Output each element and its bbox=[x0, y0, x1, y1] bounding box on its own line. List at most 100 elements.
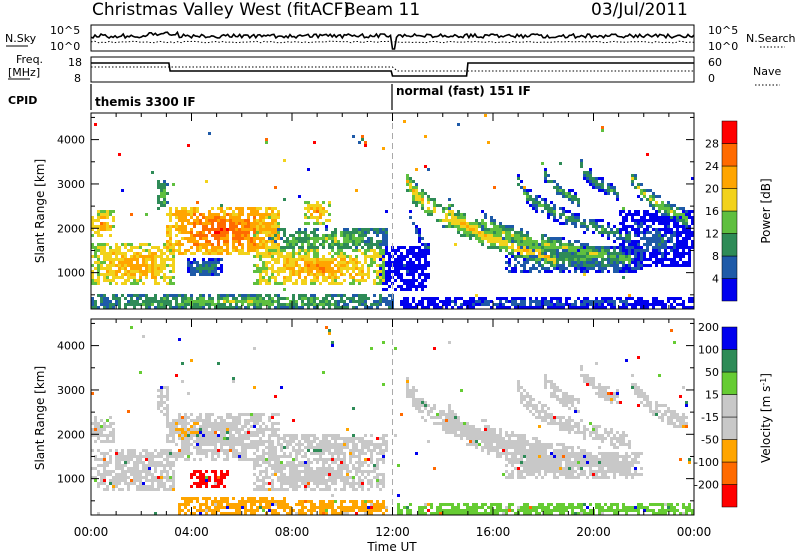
range-cell bbox=[199, 443, 202, 446]
range-cell bbox=[322, 207, 325, 210]
range-cell bbox=[247, 243, 250, 246]
range-cell bbox=[643, 228, 646, 231]
range-cell bbox=[238, 413, 241, 416]
range-cell bbox=[118, 476, 121, 479]
range-cell bbox=[307, 258, 310, 261]
range-cell bbox=[226, 240, 229, 243]
range-cell bbox=[286, 267, 289, 270]
noise-right-tick-bottom: 10^0 bbox=[708, 40, 738, 53]
range-cell bbox=[412, 249, 415, 252]
range-cell bbox=[103, 258, 106, 261]
range-cell bbox=[232, 506, 235, 509]
range-cell bbox=[523, 249, 526, 252]
range-cell bbox=[181, 294, 184, 297]
range-cell bbox=[184, 452, 187, 455]
range-cell bbox=[412, 297, 415, 300]
range-cell bbox=[274, 306, 277, 309]
range-cell bbox=[232, 249, 235, 252]
range-cell bbox=[181, 231, 184, 234]
range-cell bbox=[202, 261, 205, 264]
range-cell bbox=[187, 300, 190, 303]
range-cell bbox=[97, 213, 100, 216]
range-cell bbox=[295, 479, 298, 482]
range-cell bbox=[277, 267, 280, 270]
range-cell bbox=[640, 189, 643, 192]
range-cell bbox=[274, 279, 277, 282]
range-cell bbox=[445, 225, 448, 228]
range-cell bbox=[97, 282, 100, 285]
range-cell bbox=[316, 482, 319, 485]
range-cell bbox=[196, 497, 199, 500]
range-cell bbox=[610, 255, 613, 258]
range-cell bbox=[658, 300, 661, 303]
range-cell bbox=[214, 500, 217, 503]
range-cell bbox=[262, 476, 265, 479]
range-cell bbox=[262, 470, 265, 473]
range-cell bbox=[319, 282, 322, 285]
range-cell bbox=[226, 231, 229, 234]
range-cell bbox=[277, 261, 280, 264]
range-cell bbox=[205, 482, 208, 485]
range-cell bbox=[553, 249, 556, 252]
range-cell bbox=[628, 297, 631, 300]
range-cell bbox=[232, 428, 235, 431]
range-cell bbox=[232, 512, 235, 515]
range-cell bbox=[571, 255, 574, 258]
range-cell bbox=[166, 404, 169, 407]
range-cell bbox=[319, 303, 322, 306]
range-cell bbox=[343, 261, 346, 264]
range-cell bbox=[133, 461, 136, 464]
range-cell bbox=[262, 231, 265, 234]
range-cell bbox=[376, 234, 379, 237]
range-cell bbox=[184, 225, 187, 228]
range-cell bbox=[316, 261, 319, 264]
range-cell bbox=[661, 216, 664, 219]
range-cell bbox=[319, 210, 322, 213]
range-cell bbox=[571, 201, 574, 204]
range-cell bbox=[271, 485, 274, 488]
range-cell bbox=[529, 243, 532, 246]
range-cell bbox=[316, 437, 319, 440]
range-cell bbox=[298, 500, 301, 503]
range-cell bbox=[244, 443, 247, 446]
range-cell bbox=[526, 246, 529, 249]
range-cell bbox=[355, 300, 358, 303]
range-cell bbox=[649, 252, 652, 255]
range-cell bbox=[124, 261, 127, 264]
range-cell bbox=[181, 213, 184, 216]
range-cell bbox=[574, 225, 577, 228]
range-cell bbox=[463, 216, 466, 219]
range-cell bbox=[376, 243, 379, 246]
range-cell bbox=[406, 306, 409, 309]
range-cell bbox=[259, 300, 262, 303]
range-cell bbox=[97, 228, 100, 231]
range-cell bbox=[220, 294, 223, 297]
range-cell bbox=[640, 267, 643, 270]
range-cell bbox=[208, 425, 211, 428]
range-cell bbox=[298, 464, 301, 467]
range-cell bbox=[274, 240, 277, 243]
range-cell bbox=[202, 434, 205, 437]
range-cell bbox=[355, 243, 358, 246]
range-cell bbox=[511, 225, 514, 228]
range-cell bbox=[166, 452, 169, 455]
range-cell bbox=[253, 347, 256, 350]
range-cell bbox=[166, 282, 169, 285]
range-cell bbox=[379, 279, 382, 282]
range-cell bbox=[550, 300, 553, 303]
range-cell bbox=[109, 228, 112, 231]
range-cell bbox=[463, 219, 466, 222]
range-cell bbox=[193, 422, 196, 425]
range-cell bbox=[205, 485, 208, 488]
range-cell bbox=[673, 216, 676, 219]
range-cell bbox=[256, 416, 259, 419]
range-cell bbox=[160, 389, 163, 392]
range-cell bbox=[547, 270, 550, 273]
range-cell bbox=[601, 231, 604, 234]
range-cell bbox=[202, 300, 205, 303]
range-cell bbox=[487, 234, 490, 237]
range-cell bbox=[91, 216, 94, 219]
range-cell bbox=[592, 258, 595, 261]
range-cell bbox=[382, 276, 385, 279]
range-cell bbox=[154, 252, 157, 255]
